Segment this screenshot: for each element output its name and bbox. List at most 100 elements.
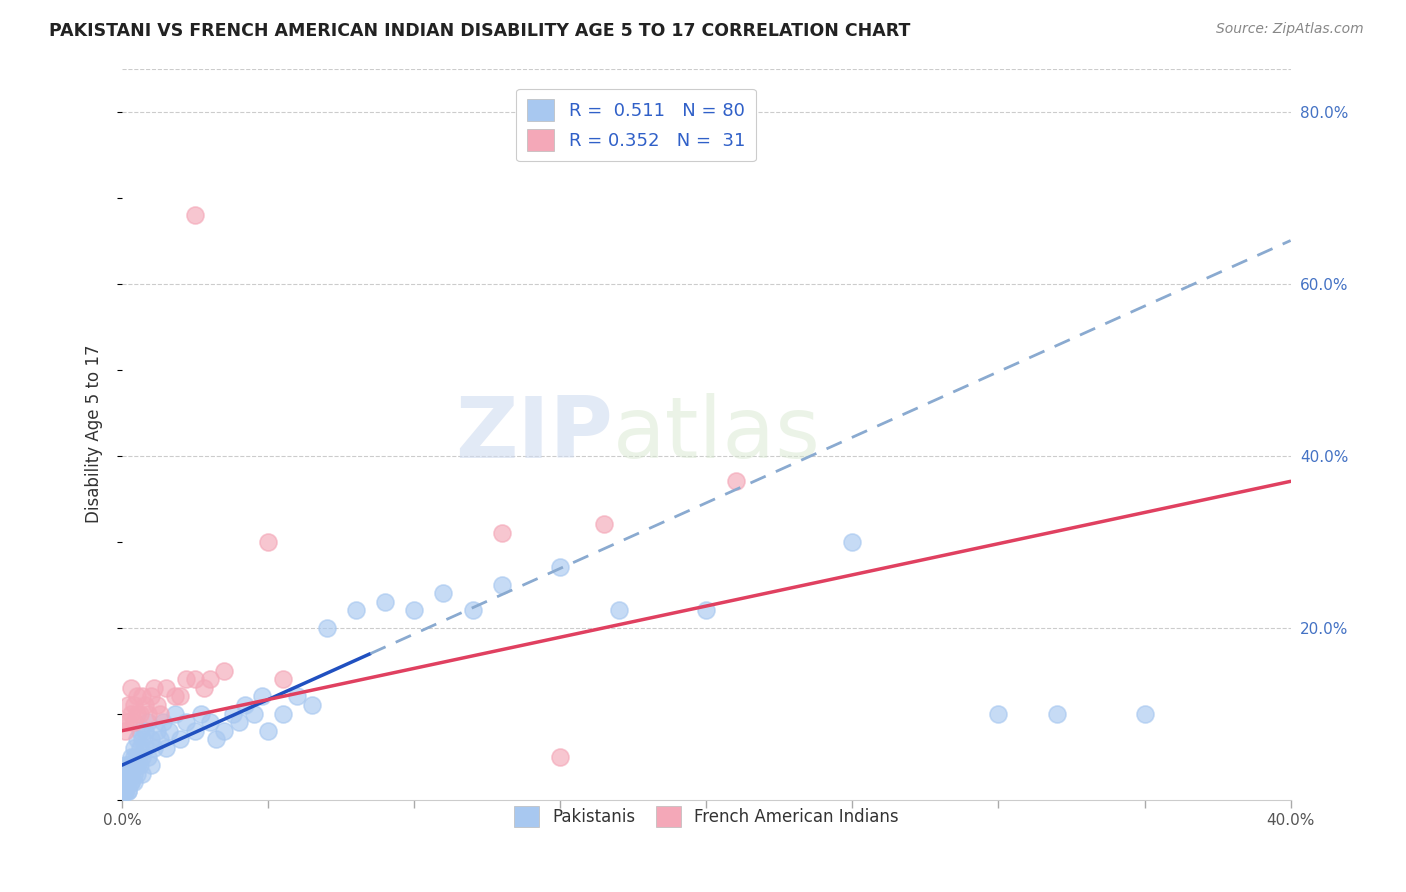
Point [193, 681, 215, 695]
Point [152, 715, 174, 730]
Point [125, 749, 148, 764]
Point [146, 698, 169, 712]
Point [125, 690, 148, 704]
Point [143, 681, 166, 695]
Point [184, 208, 207, 222]
Point [117, 766, 139, 780]
Point [114, 784, 136, 798]
Point [344, 603, 367, 617]
Point [724, 475, 747, 489]
Point [117, 784, 139, 798]
Point [233, 698, 256, 712]
Point [122, 715, 145, 730]
Point [117, 715, 139, 730]
Point [134, 740, 156, 755]
Point [114, 775, 136, 789]
Point [184, 723, 207, 738]
Point [163, 706, 186, 721]
Point [143, 740, 166, 755]
Point [114, 723, 136, 738]
Point [204, 732, 226, 747]
Point [141, 690, 163, 704]
Point [114, 784, 136, 798]
Point [120, 706, 142, 721]
Point [114, 758, 136, 772]
Point [404, 603, 426, 617]
Point [117, 775, 139, 789]
Point [146, 723, 169, 738]
Point [131, 732, 153, 747]
Point [593, 517, 616, 532]
Point [155, 740, 177, 755]
Point [128, 706, 150, 721]
Point [169, 690, 191, 704]
Point [548, 560, 571, 574]
Point [155, 681, 177, 695]
Text: atlas: atlas [613, 392, 821, 475]
Point [138, 715, 160, 730]
Point [257, 534, 280, 549]
Point [120, 681, 142, 695]
Point [695, 603, 717, 617]
Point [117, 775, 139, 789]
Point [125, 766, 148, 780]
Point [432, 586, 454, 600]
Point [125, 706, 148, 721]
Point [125, 758, 148, 772]
Point [163, 690, 186, 704]
Point [114, 715, 136, 730]
Point [120, 775, 142, 789]
Point [120, 758, 142, 772]
Point [131, 766, 153, 780]
Point [184, 672, 207, 686]
Point [134, 698, 156, 712]
Point [117, 784, 139, 798]
Point [138, 706, 160, 721]
Point [114, 766, 136, 780]
Point [242, 706, 264, 721]
Legend: Pakistanis, French American Indians: Pakistanis, French American Indians [506, 798, 907, 835]
Y-axis label: Disability Age 5 to 17: Disability Age 5 to 17 [86, 345, 103, 524]
Point [222, 706, 245, 721]
Point [987, 706, 1010, 721]
Point [491, 577, 513, 591]
Point [114, 766, 136, 780]
Point [114, 784, 136, 798]
Point [134, 723, 156, 738]
Point [141, 732, 163, 747]
Point [157, 723, 180, 738]
Point [149, 732, 172, 747]
Text: ZIP: ZIP [456, 392, 613, 475]
Point [114, 784, 136, 798]
Point [120, 775, 142, 789]
Point [285, 690, 308, 704]
Point [122, 749, 145, 764]
Point [138, 749, 160, 764]
Point [120, 749, 142, 764]
Point [198, 715, 221, 730]
Point [1046, 706, 1069, 721]
Point [120, 766, 142, 780]
Point [117, 758, 139, 772]
Point [214, 723, 236, 738]
Point [176, 672, 198, 686]
Point [548, 749, 571, 764]
Point [122, 775, 145, 789]
Point [122, 758, 145, 772]
Point [122, 766, 145, 780]
Point [374, 595, 396, 609]
Point [128, 740, 150, 755]
Point [841, 534, 863, 549]
Point [125, 732, 148, 747]
Point [214, 664, 236, 678]
Point [607, 603, 630, 617]
Point [1133, 706, 1156, 721]
Point [257, 723, 280, 738]
Point [169, 732, 191, 747]
Point [301, 698, 323, 712]
Point [315, 621, 337, 635]
Point [228, 715, 250, 730]
Point [122, 740, 145, 755]
Text: PAKISTANI VS FRENCH AMERICAN INDIAN DISABILITY AGE 5 TO 17 CORRELATION CHART: PAKISTANI VS FRENCH AMERICAN INDIAN DISA… [49, 22, 911, 40]
Point [117, 766, 139, 780]
